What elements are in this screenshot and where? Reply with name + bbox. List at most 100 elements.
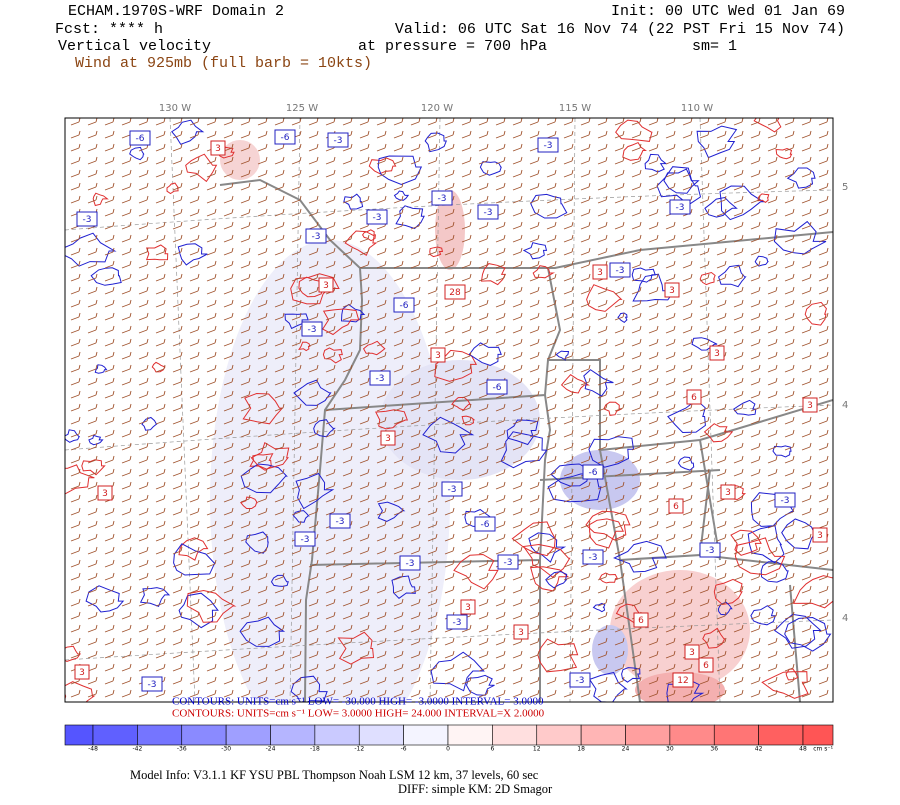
- contour-label-box: [431, 190, 453, 206]
- colorbar-cell: [802, 724, 834, 746]
- contour-label: 3: [597, 268, 603, 278]
- contour-label: 3: [518, 628, 524, 638]
- contour-label-box: [592, 264, 608, 280]
- contour-label-box: [399, 555, 421, 571]
- contour-label: 3: [102, 489, 108, 499]
- contour-label: -3: [706, 546, 715, 556]
- contour-info-positive: CONTOURS: UNITS=cm s⁻¹ LOW= 3.0000 HIGH=…: [172, 708, 545, 720]
- contour-label-box: [582, 464, 604, 480]
- contour-label-box: [129, 130, 151, 146]
- colorbar-tick-label: 12: [533, 746, 541, 753]
- contour-label-box: [210, 140, 226, 156]
- colorbar-cell: [137, 724, 183, 746]
- longitude-label: 130 W: [159, 103, 191, 114]
- contour-label-box: [327, 132, 349, 148]
- colorbar-cell: [270, 724, 316, 746]
- title: ECHAM.1970S-WRF Domain 2: [68, 3, 284, 20]
- longitude-label: 120 W: [421, 103, 453, 114]
- contour-label-box: [672, 672, 694, 688]
- contour-label: -6: [481, 520, 490, 530]
- contour-label: -3: [576, 676, 585, 686]
- smoothing: sm= 1: [692, 38, 737, 55]
- longitude-label: 115 W: [559, 103, 591, 114]
- valid-time: Valid: 06 UTC Sat 16 Nov 74 (22 PST Fri …: [395, 21, 845, 38]
- contour-label-box: [698, 657, 714, 673]
- colorbar-tick-label: -42: [132, 746, 142, 753]
- contour-label: -3: [373, 213, 382, 223]
- contour-label-box: [668, 498, 684, 514]
- colorbar-tick-label: -6: [401, 746, 407, 753]
- contour-label: -3: [336, 517, 345, 527]
- contour-label: -3: [148, 680, 157, 690]
- contour-label-box: [441, 481, 463, 497]
- contour-label: 6: [673, 502, 679, 512]
- colorbar-cell: [181, 724, 227, 746]
- contour-label: -3: [308, 325, 317, 335]
- colorbar-cell: [225, 724, 271, 746]
- contour-label: 3: [465, 603, 471, 613]
- contour-label-box: [477, 204, 499, 220]
- contour-label: -6: [281, 133, 290, 143]
- contour-label-box: [664, 282, 680, 298]
- colorbar-tick-label: 36: [710, 746, 718, 753]
- contour-label: -3: [334, 136, 343, 146]
- latitude-label: 4: [842, 400, 848, 411]
- contour-label-box: [537, 137, 559, 153]
- contour-label-box: [274, 129, 296, 145]
- colorbar: -48 -42 -36 -30 -24 -18 -12 -6 0 6 12 18 24 30 36 42 48 c…: [64, 724, 834, 753]
- map-frame: [64, 117, 834, 703]
- colorbar-cell: [403, 724, 449, 746]
- contour-label: 28: [449, 288, 461, 298]
- contour-label-box: [802, 397, 818, 413]
- colorbar-cell: [447, 724, 493, 746]
- contour-label: -3: [484, 208, 493, 218]
- colorbar-tick-label: 0: [446, 746, 450, 753]
- longitude-label: 125 W: [286, 103, 318, 114]
- colorbar-tick-label: 30: [666, 746, 674, 753]
- colorbar-tick-label: -48: [88, 746, 98, 753]
- contour-label: -3: [453, 618, 462, 628]
- contour-label: 3: [689, 648, 695, 658]
- colorbar-cell: [492, 724, 538, 746]
- contour-label: -3: [301, 535, 310, 545]
- contour-label-box: [513, 624, 529, 640]
- contour-label: 6: [691, 393, 697, 403]
- contour-label-box: [305, 228, 327, 244]
- contour-label-box: [294, 531, 316, 547]
- colorbar-units: cm s⁻¹: [813, 746, 833, 753]
- colorbar-tick-label: 18: [577, 746, 585, 753]
- contour-label: -3: [781, 496, 790, 506]
- contour-label-box: [486, 379, 508, 395]
- contour-label-box: [460, 599, 476, 615]
- wind-note: Wind at 925mb (full barb = 10kts): [75, 55, 372, 72]
- colorbar-tick-label: -18: [310, 746, 320, 753]
- contour-label-box: [74, 664, 90, 680]
- contour-label-box: [446, 614, 468, 630]
- colorbar-cell: [758, 724, 804, 746]
- contour-label-box: [686, 389, 702, 405]
- contour-label-box: [569, 672, 591, 688]
- colorbar-cell: [358, 724, 404, 746]
- contour-label: -3: [504, 558, 513, 568]
- map: -6 -6 -3 -3 -3 -3 -3 -3 -3 -3 -3 -6 -3 -3 -6 -3 -3 -3 -3 -3…: [64, 103, 848, 703]
- contour-label: -3: [676, 203, 685, 213]
- map-axis-labels: 130 W 125 W 120 W 115 W 110 W 5 4 4: [159, 103, 848, 624]
- contour-label-box: [380, 430, 396, 446]
- contour-label-box: [669, 199, 691, 215]
- colorbar-tick-label: 24: [622, 746, 630, 753]
- longitude-label: 110 W: [681, 103, 713, 114]
- contour-label-box: [430, 347, 446, 363]
- model-info: Model Info: V3.1.1 KF YSU PBL Thompson N…: [130, 768, 539, 782]
- contour-label: 3: [215, 144, 221, 154]
- contour-label-box: [97, 485, 113, 501]
- colorbar-cell: [536, 724, 582, 746]
- colorbar-cell: [64, 724, 94, 746]
- contour-label-box: [582, 549, 604, 565]
- contour-label: -3: [616, 266, 625, 276]
- colorbar-cell: [580, 724, 626, 746]
- forecast: Fcst: **** h: [55, 21, 163, 38]
- contour-label-box: [329, 513, 351, 529]
- contour-label: -3: [406, 559, 415, 569]
- contour-info-negative: CONTOURS: UNITS=cm s⁻¹ LOW= -30.000 HIGH…: [172, 696, 544, 708]
- contour-label: 3: [435, 351, 441, 361]
